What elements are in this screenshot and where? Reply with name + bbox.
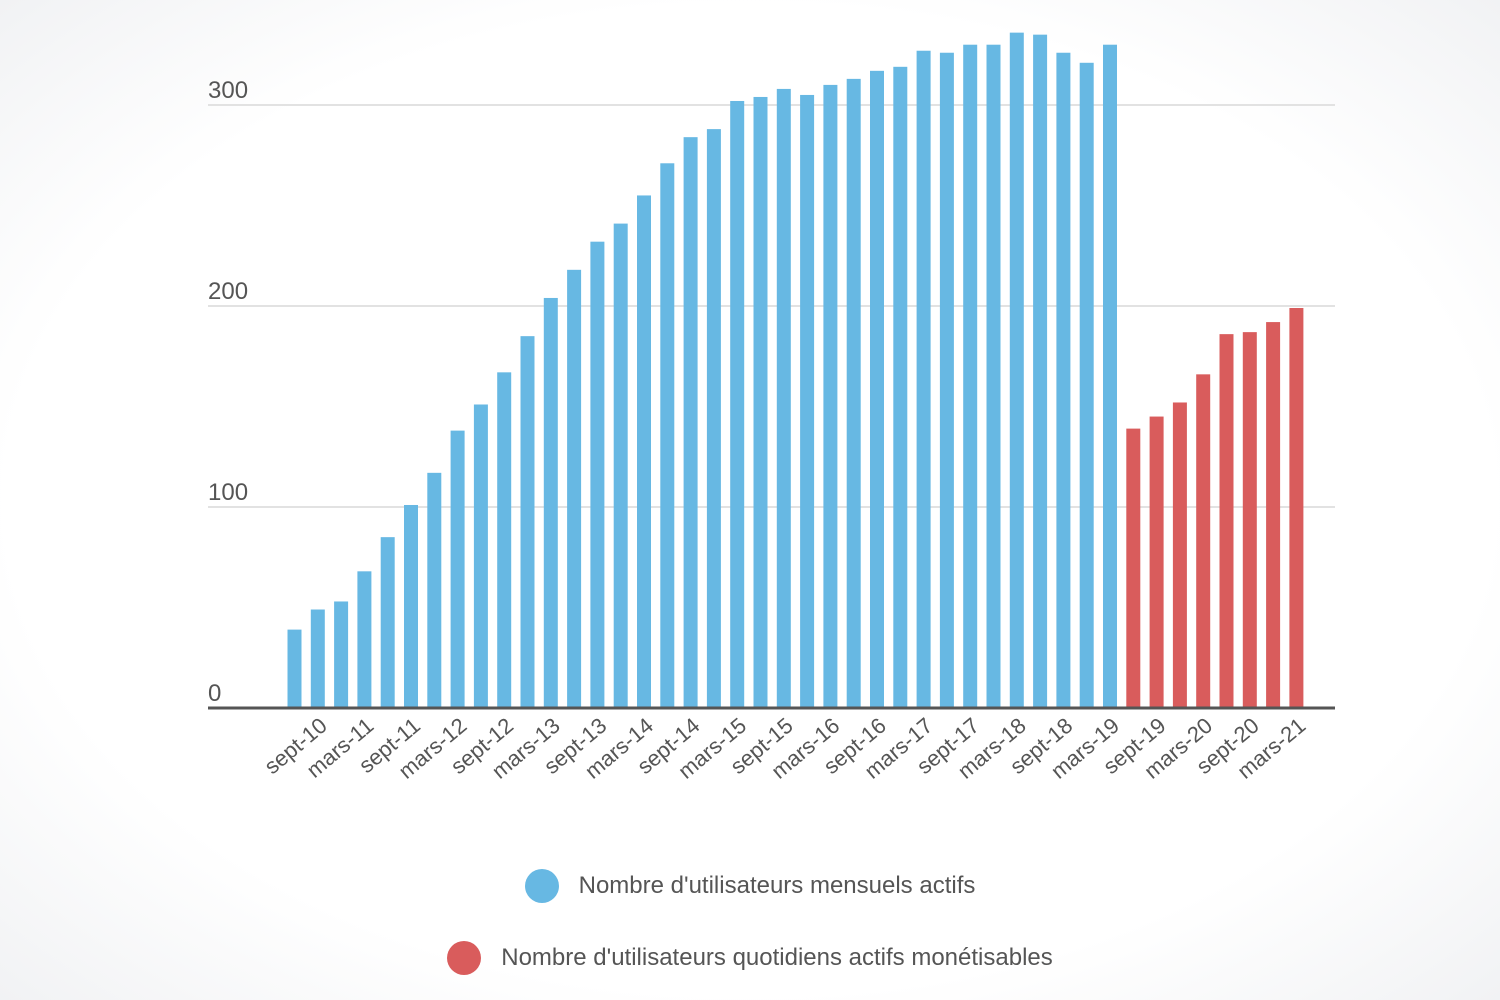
bar-monthly [823, 84, 838, 708]
bar-daily [1149, 416, 1164, 708]
bar-monthly [939, 52, 954, 709]
bar-monthly [613, 223, 628, 708]
bar-monthly [986, 44, 1001, 708]
bar-monthly [427, 472, 442, 708]
bar-monthly [497, 372, 512, 708]
y-tick-label: 300 [208, 77, 248, 104]
bar-daily [1172, 402, 1187, 708]
y-tick-label: 0 [208, 680, 221, 707]
bar-monthly [963, 44, 978, 708]
bar-monthly [660, 163, 675, 709]
bar-monthly [404, 504, 418, 708]
legend-label-daily: Nombre d'utilisateurs quotidiens actifs … [501, 944, 1053, 971]
bar-monthly [637, 195, 651, 708]
bar-monthly [567, 269, 582, 708]
bar-monthly [1079, 62, 1094, 709]
legend-swatch-daily [447, 941, 482, 975]
bar-monthly [916, 50, 931, 709]
bar-daily [1266, 322, 1281, 708]
bar-monthly [357, 571, 372, 708]
bar-monthly [520, 336, 535, 708]
bar-monthly [870, 70, 884, 708]
bar-monthly [380, 537, 395, 708]
legend-item-daily: Nombre d'utilisateurs quotidiens actifs … [0, 934, 1500, 982]
bar-monthly [776, 88, 791, 709]
y-tick-label: 100 [208, 479, 248, 506]
bar-monthly [846, 78, 861, 709]
bar-monthly [543, 297, 558, 708]
bar-daily [1242, 332, 1257, 708]
bar-monthly [893, 66, 908, 708]
bar-monthly [730, 100, 745, 709]
bars [287, 32, 1304, 709]
bar-monthly [1009, 32, 1024, 708]
bar-monthly [473, 404, 488, 708]
legend-label-monthly: Nombre d'utilisateurs mensuels actifs [578, 872, 976, 899]
bar-monthly [590, 241, 605, 708]
legend-swatch-monthly [524, 869, 559, 903]
bar-monthly [1056, 52, 1071, 709]
gridlines [208, 104, 1335, 508]
bar-monthly [753, 96, 768, 708]
bar-daily [1126, 428, 1141, 708]
y-tick-label: 200 [208, 278, 248, 305]
bar-monthly [287, 629, 302, 708]
bar-monthly [800, 94, 815, 708]
bar-monthly [1103, 44, 1117, 708]
bar-monthly [310, 609, 325, 708]
bar-daily [1196, 374, 1211, 708]
bar-daily [1289, 308, 1304, 708]
bar-monthly [706, 129, 721, 708]
bar-monthly [683, 137, 698, 708]
bar-monthly [450, 430, 465, 708]
legend-item-monthly: Nombre d'utilisateurs mensuels actifs [0, 862, 1500, 910]
bar-daily [1219, 334, 1234, 708]
x-axis: sept-10mars-11sept-11mars-12sept-12mars-… [259, 713, 1310, 784]
bar-monthly [334, 601, 349, 708]
bar-monthly [1033, 34, 1048, 708]
y-axis: 0 100 200 300 [208, 77, 248, 707]
